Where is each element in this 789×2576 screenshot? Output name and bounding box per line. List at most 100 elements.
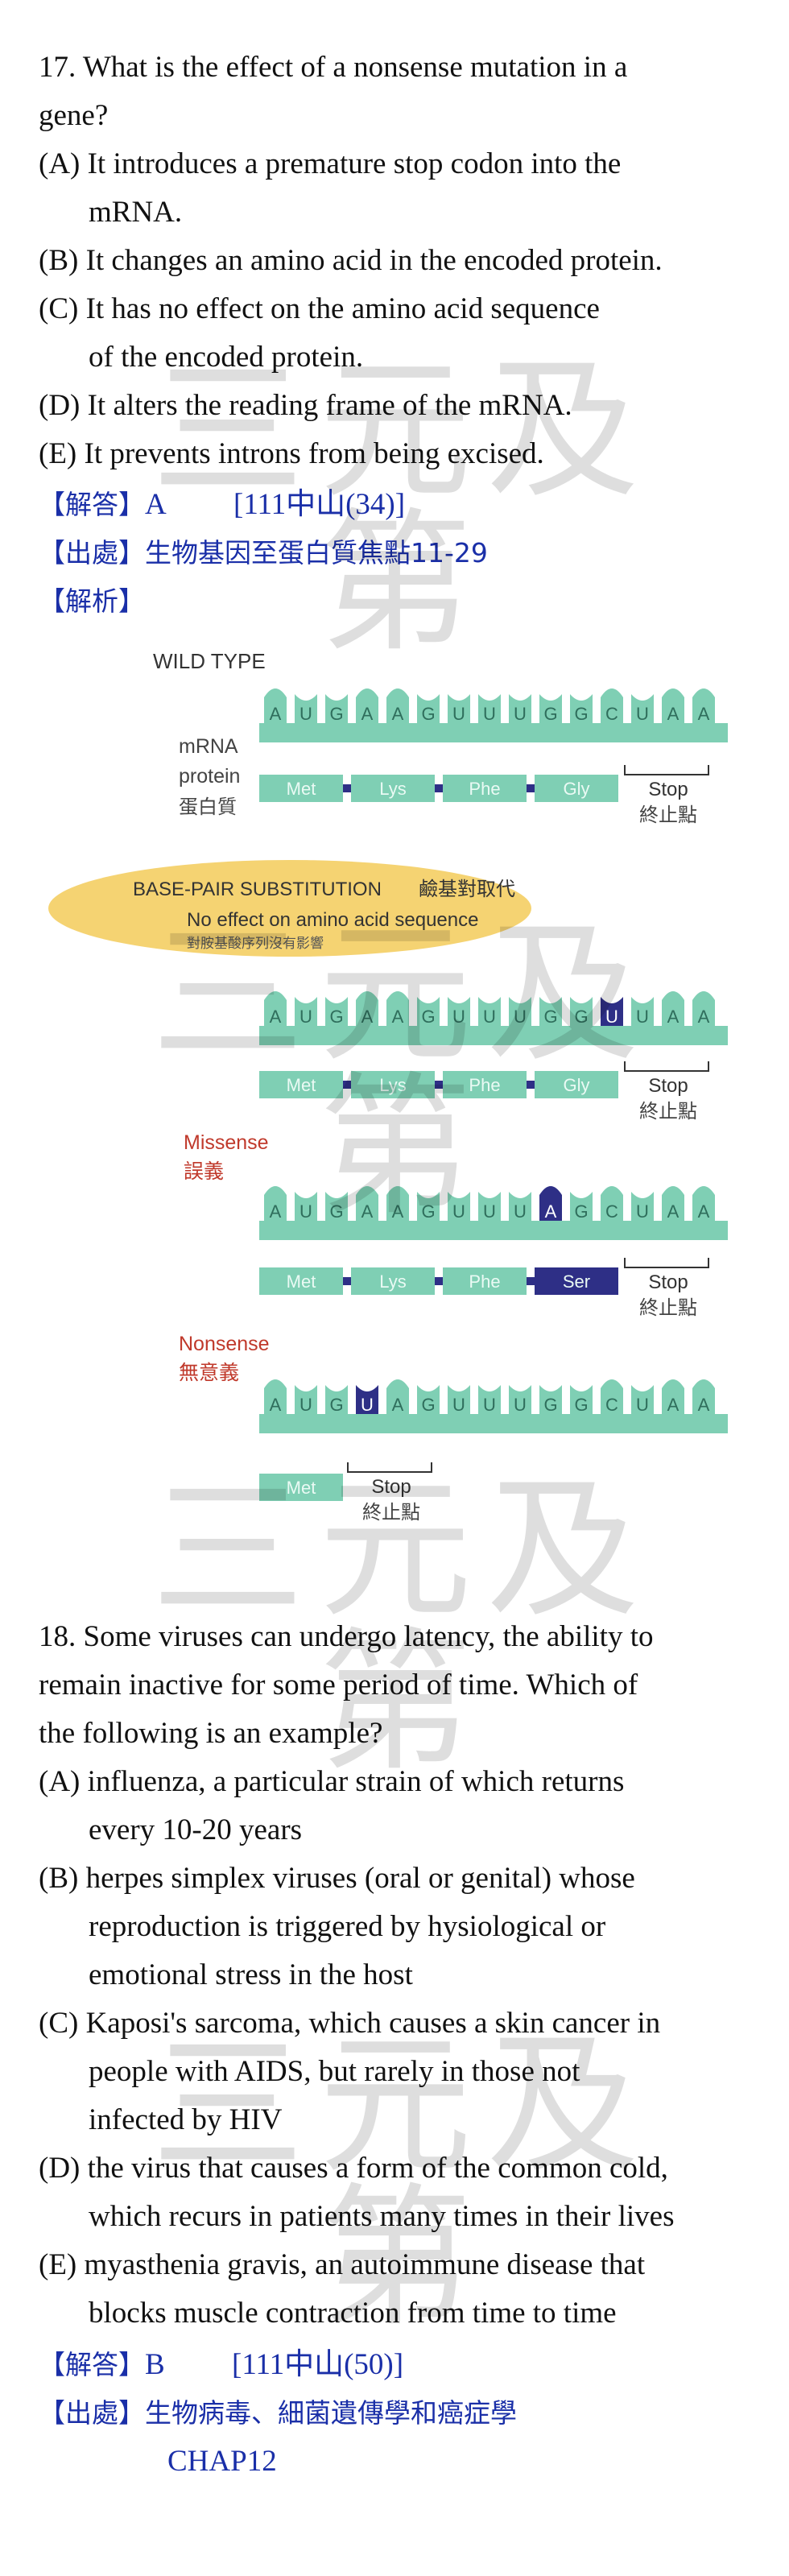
missense-stop-label: Stop [648,1271,688,1293]
nonsense-base-letter: A [667,1395,680,1415]
nonsense-base [295,1385,317,1414]
silent-base-letter: G [543,1007,557,1027]
question-text: 18. Some viruses can undergo latency, th… [39,1620,654,1653]
option-c-cont: of the encoded protein. [89,341,364,374]
missense-base [478,1192,501,1221]
silent-peptide-bond [435,1081,443,1089]
wild-type-backbone [259,723,728,742]
silent-peptide-bond [343,1081,351,1089]
missense-base-letter: A [392,1201,404,1222]
option-b: (B) herpes simplex viruses (oral or geni… [39,1862,635,1895]
option-d: (D) It alters the reading frame of the m… [39,389,572,422]
mrna-label: mRNA [179,735,238,758]
wild-type-base-letter: A [667,704,680,724]
missense-base [295,1192,317,1221]
option-c: (C) Kaposi's sarcoma, which causes a ski… [39,2007,661,2040]
silent-stop-label: Stop [648,1075,688,1097]
nonsense-base-letter: G [574,1395,588,1415]
wild-type-base-letter: U [636,704,649,724]
wild-type-base-letter: G [574,704,588,724]
missense-base-letter: A [545,1201,557,1222]
nonsense-backbone [259,1414,728,1433]
nonsense-base [264,1379,287,1414]
option-b-cont: emotional stress in the host [89,1958,413,1991]
nonsense-base-letter: U [299,1395,312,1415]
silent-base-letter: U [483,1007,496,1027]
question-text: remain inactive for some period of time.… [39,1668,638,1701]
silent-amino-acid [351,1071,435,1098]
missense-base-letter: U [636,1201,649,1222]
silent-base [417,997,440,1026]
missense-base [509,1192,531,1221]
missense-base [692,1186,715,1221]
missense-peptide-bond [527,1277,535,1285]
option-d-cont: which recurs in patients many times in t… [89,2200,675,2233]
nonsense-base [417,1385,440,1414]
answer-ref: [111中山(34)] [233,488,406,521]
nonsense-stop-label-zh: 終止點 [362,1502,420,1524]
missense-base [662,1186,684,1221]
missense-base [631,1192,654,1221]
silent-base-letter: U [452,1007,465,1027]
nonsense-base-letter: G [329,1395,343,1415]
mutation-figure: WILD TYPE mRNA protein 蛋白質 BASE-PAIR SUB… [48,649,728,1524]
protein-label-zh: 蛋白質 [179,796,237,818]
missense-base-letter: A [270,1201,282,1222]
source-row-cont: CHAP12 [167,2446,277,2476]
missense-amino-acid-label: Met [287,1271,316,1292]
wild-type-base [509,694,531,723]
silent-amino-acid-label: Gly [564,1075,590,1095]
missense-base-letter: A [698,1201,710,1222]
nonsense-base [692,1379,715,1414]
question-text: gene? [39,99,109,132]
missense-amino-acid [443,1267,527,1295]
missense-amino-acid-label: Phe [469,1271,500,1292]
answer-tag: 【解答】 [39,489,145,520]
wild-type-base [448,694,470,723]
silent-base-letter: U [514,1007,527,1027]
wild-type-base-letter: G [329,704,343,724]
silent-amino-acid [259,1071,343,1098]
silent-base [478,997,501,1026]
silent-stop-label-zh: 終止點 [639,1101,697,1123]
wild-type-amino-acid-label: Met [287,779,316,799]
wild-type-base [325,694,348,723]
silent-base [386,991,409,1026]
wild-type-stop-label: Stop [648,779,688,800]
silent-base [539,997,562,1026]
missense-peptide-bond [343,1277,351,1285]
nonsense-base [356,1385,378,1414]
wild-type-base [601,688,623,723]
wild-type-stop-bracket [624,765,709,775]
silent-base [631,997,654,1026]
missense-base [386,1186,409,1221]
silent-base-letter: A [270,1007,282,1027]
answer-tag: 【解答】 [39,2349,145,2380]
wild-type-base [356,688,378,723]
nonsense-base [662,1379,684,1414]
nonsense-base-letter: A [270,1395,282,1415]
source-text-2: CHAP12 [167,2445,277,2478]
option-c-cont: people with AIDS, but rarely in those no… [89,2055,580,2088]
analysis-tag: 【解析】 [39,585,145,617]
nonsense-base-letter: U [361,1395,374,1415]
missense-base-letter: G [329,1201,343,1222]
wild-type-amino-acid [535,775,618,802]
source-tag: 【出處】 [39,2397,145,2429]
wild-type-label: WILD TYPE [153,649,266,673]
silent-base [448,997,470,1026]
answer-row: 【解答】B [111中山(50)] [39,2350,403,2380]
substitution-title-zh: 鹼基對取代 [419,879,515,900]
silent-base [264,991,287,1026]
source-row: 【出處】生物基因至蛋白質焦點11-29 [39,538,488,568]
source-text: 生物病毒、細菌遺傳學和癌症學 [145,2397,517,2429]
wild-type-base-letter: U [452,704,465,724]
missense-amino-acid-label: Lys [379,1271,406,1292]
silent-amino-acid-label: Phe [469,1075,500,1095]
missense-base-letter: U [514,1201,527,1222]
silent-amino-acid [535,1071,618,1098]
option-a-cont: mRNA. [89,196,183,229]
nonsense-base-letter: G [543,1395,557,1415]
analysis-row: 【解析】 [39,586,145,616]
silent-stop-bracket [624,1061,709,1072]
